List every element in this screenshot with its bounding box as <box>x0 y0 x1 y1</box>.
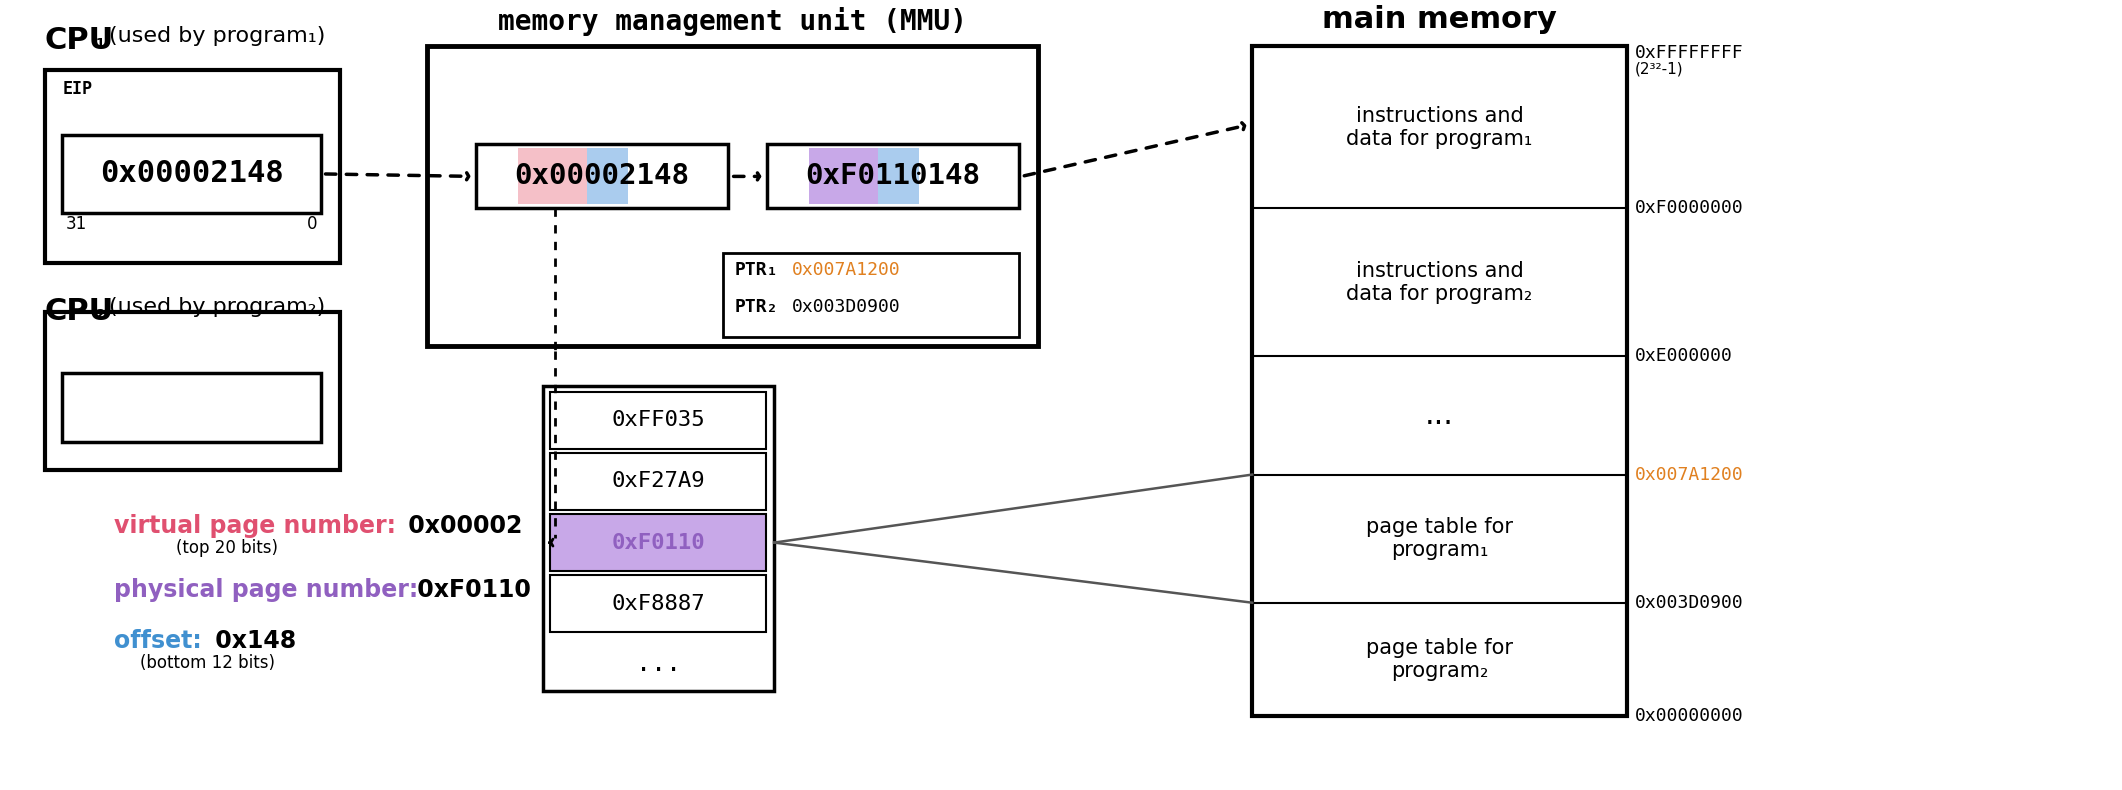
Text: instructions and
data for program₂: instructions and data for program₂ <box>1345 261 1532 304</box>
Text: 0xF0110: 0xF0110 <box>410 578 530 602</box>
Bar <box>550 392 766 449</box>
Text: ...: ... <box>1426 401 1454 430</box>
Text: 0x00000000: 0x00000000 <box>1634 707 1744 725</box>
Text: (top 20 bits): (top 20 bits) <box>176 539 278 557</box>
Text: 0xF0110148: 0xF0110148 <box>806 163 980 190</box>
Bar <box>518 149 588 205</box>
Text: (2³²-1): (2³²-1) <box>1634 62 1683 77</box>
Text: 0x148: 0x148 <box>208 630 297 653</box>
Text: physical page number:: physical page number: <box>115 578 418 602</box>
Bar <box>724 253 1019 337</box>
Text: 0xF27A9: 0xF27A9 <box>611 472 705 491</box>
Text: 0x007A1200: 0x007A1200 <box>1634 465 1744 483</box>
Text: 0xE000000: 0xE000000 <box>1634 348 1732 365</box>
Bar <box>45 312 340 469</box>
Bar <box>477 145 728 209</box>
Text: ₂: ₂ <box>95 302 106 322</box>
Text: ...: ... <box>637 652 681 675</box>
Text: 0xF8887: 0xF8887 <box>611 594 705 614</box>
Text: 0x003D0900: 0x003D0900 <box>1634 594 1744 611</box>
Text: (bottom 12 bits): (bottom 12 bits) <box>140 654 276 672</box>
Text: 0: 0 <box>308 216 318 233</box>
Text: main memory: main memory <box>1322 5 1558 34</box>
Text: EIP: EIP <box>62 81 93 98</box>
Bar <box>45 70 340 262</box>
Text: ₁: ₁ <box>95 31 106 51</box>
Text: CPU: CPU <box>45 297 115 326</box>
Bar <box>879 149 919 205</box>
Text: memory management unit (MMU): memory management unit (MMU) <box>499 7 968 36</box>
Text: 31: 31 <box>66 216 87 233</box>
Text: CPU: CPU <box>45 26 115 55</box>
Text: 0x00002148: 0x00002148 <box>516 163 690 190</box>
Text: (used by program₂): (used by program₂) <box>108 297 325 317</box>
Text: virtual page number:: virtual page number: <box>115 514 395 538</box>
Text: 0x003D0900: 0x003D0900 <box>792 298 900 316</box>
Text: page table for
program₁: page table for program₁ <box>1367 517 1513 560</box>
Text: PTR₁: PTR₁ <box>734 261 779 279</box>
Bar <box>768 145 1019 209</box>
Bar <box>1252 46 1628 716</box>
Bar <box>588 149 628 205</box>
Text: 0xF0000000: 0xF0000000 <box>1634 199 1744 217</box>
Text: 0xFFFFFFFF: 0xFFFFFFFF <box>1634 43 1744 62</box>
Bar <box>62 373 320 442</box>
Bar <box>543 386 775 691</box>
Text: 0x00002148: 0x00002148 <box>100 160 284 189</box>
Bar <box>550 575 766 632</box>
Text: 0xFF035: 0xFF035 <box>611 410 705 431</box>
Bar <box>550 514 766 571</box>
Bar <box>808 149 879 205</box>
Bar <box>62 134 320 213</box>
Text: 0xF0110: 0xF0110 <box>611 532 705 552</box>
Text: PTR₂: PTR₂ <box>734 298 779 316</box>
Text: (used by program₁): (used by program₁) <box>108 26 325 46</box>
Text: 0x007A1200: 0x007A1200 <box>792 261 900 279</box>
Bar <box>427 46 1038 347</box>
Text: offset:: offset: <box>115 630 202 653</box>
Text: page table for
program₂: page table for program₂ <box>1367 638 1513 681</box>
Bar <box>550 453 766 510</box>
Text: instructions and
data for program₁: instructions and data for program₁ <box>1345 106 1532 149</box>
Text: 0x00002: 0x00002 <box>399 514 522 538</box>
